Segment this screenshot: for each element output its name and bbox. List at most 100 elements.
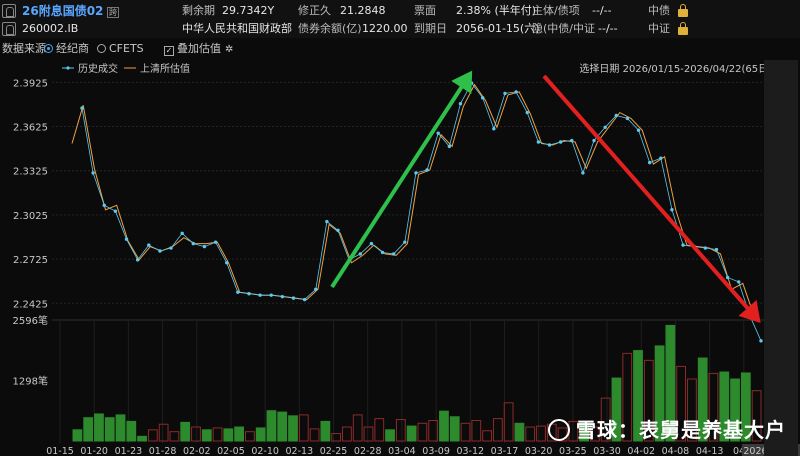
remaining-term-value: 29.7342Y [222, 4, 275, 17]
radio-icon[interactable] [97, 44, 106, 53]
volume-bar [579, 422, 589, 442]
trade-point [414, 171, 418, 175]
bond-list-icon[interactable] [2, 4, 16, 18]
trade-point [369, 241, 374, 246]
volume-bar [201, 429, 212, 442]
y-tick-label: 2.2725 [13, 255, 48, 266]
volume-bar [536, 425, 546, 442]
gear-icon[interactable]: ✲ [225, 44, 234, 55]
volume-bar [147, 429, 158, 442]
legend-trade-label: 历史成交 [78, 62, 118, 75]
volume-bar [751, 390, 762, 442]
volume-bar [137, 435, 147, 442]
volume-bar [740, 372, 751, 442]
valuation-label-cdc: 中债 [648, 4, 670, 17]
x-tick-label: 02-28 [354, 446, 382, 456]
rating-issuer-value: --/-- [592, 4, 612, 17]
y-axis: 2.3925 2.3625 2.3325 2.3025 2.2725 2.2425 2596… [13, 78, 48, 387]
trade-point [481, 96, 485, 100]
trade-point [91, 171, 95, 175]
volume-bars [72, 324, 762, 442]
volume-bar [590, 426, 600, 442]
trade-point [592, 138, 596, 143]
volume-bar [234, 426, 244, 442]
remaining-term-label: 剩余期 [182, 4, 215, 17]
trade-point [425, 168, 429, 172]
right-scroll-rail[interactable] [764, 60, 798, 456]
trade-point [670, 208, 674, 212]
trade-point [247, 292, 251, 296]
plot-background [0, 58, 764, 456]
trade-point [469, 81, 474, 85]
source-option-cfets[interactable]: CFETS [97, 40, 144, 58]
volume-tick-label: 2596笔 [13, 314, 48, 327]
trade-point [503, 91, 507, 96]
header-row-1: 26附息国债02 跨 剩余期 29.7342Y 修正久 21.2848 票面 2… [0, 2, 800, 20]
volume-bar [708, 372, 719, 442]
watermark: 雪球：表舅是养基大户 [548, 414, 786, 443]
trade-point [647, 160, 652, 165]
trade-point [280, 294, 285, 299]
volume-bar [126, 420, 137, 442]
trade-point [191, 241, 196, 246]
trade-point [169, 246, 173, 250]
trade-point [102, 203, 106, 208]
green-uptrend-arrow [330, 70, 473, 289]
y-tick-label: 2.3325 [13, 167, 48, 178]
checkbox-checked-icon[interactable]: ✓ [164, 46, 174, 56]
volume-bar [482, 430, 492, 442]
lock-icon[interactable] [678, 22, 688, 35]
volume-bar [471, 419, 482, 442]
trade-point [681, 243, 685, 247]
trade-point [269, 293, 273, 297]
trade-point [258, 293, 262, 297]
legend-trade-marker [66, 66, 70, 70]
x-tick-label: 01-23 [115, 446, 143, 456]
y-tick-label: 2.2425 [13, 299, 48, 310]
issuer-name: 中华人民共和国财政部 [182, 22, 292, 35]
volume-bar [104, 417, 115, 442]
cross-market-tag: 跨 [107, 7, 119, 18]
trade-point [514, 90, 518, 94]
x-tick-label: 03-25 [559, 446, 587, 456]
trade-point [725, 275, 730, 280]
lock-icon[interactable] [678, 4, 688, 17]
trade-point [447, 144, 452, 149]
x-tick-label: 02-05 [217, 446, 245, 456]
rating-implied-value: --/-- [598, 22, 618, 35]
volume-bar [72, 429, 83, 442]
trade-point [570, 138, 574, 143]
volume-bar [212, 427, 223, 442]
trade-point [358, 252, 362, 256]
x-tick-label: 02-02 [183, 446, 211, 456]
volume-bar [320, 420, 331, 442]
y-tick-label: 2.3925 [13, 78, 48, 89]
bond-name[interactable]: 26附息国债02 [22, 4, 104, 18]
trade-point [314, 287, 318, 291]
volume-bar [288, 415, 298, 442]
volume-bar [385, 429, 395, 442]
volume-bar [158, 423, 169, 442]
trade-point [391, 252, 396, 256]
trade-point [625, 116, 630, 121]
date-range-selector[interactable]: 选择日期 2026/01/15-2026/04/22(65日) [579, 62, 772, 75]
source-option-broker[interactable]: 经纪商 [44, 40, 89, 58]
trade-point [547, 143, 552, 147]
y-tick-label: 2.3625 [13, 123, 48, 134]
coupon-value: 2.38% (半年付) [456, 4, 537, 17]
radio-selected-icon[interactable] [44, 44, 53, 53]
volume-bar [94, 413, 104, 442]
trade-point [759, 339, 763, 343]
trade-point [236, 290, 240, 294]
bond-detail-icon[interactable] [2, 22, 16, 36]
overlay-valuation-toggle[interactable]: ✓ 叠加估值 ✲ [164, 40, 233, 59]
balance-label: 债券余额(亿) [298, 22, 362, 35]
trade-point [536, 140, 541, 144]
trade-point [614, 113, 618, 118]
price-volume-chart[interactable]: 2.3925 2.3625 2.3325 2.3025 2.2725 2.2425 2596… [0, 58, 800, 456]
volume-bar [331, 433, 342, 442]
volume-bar [600, 397, 611, 442]
volume-bar [255, 427, 266, 442]
volume-bar [309, 428, 320, 442]
trade-point [158, 249, 162, 253]
